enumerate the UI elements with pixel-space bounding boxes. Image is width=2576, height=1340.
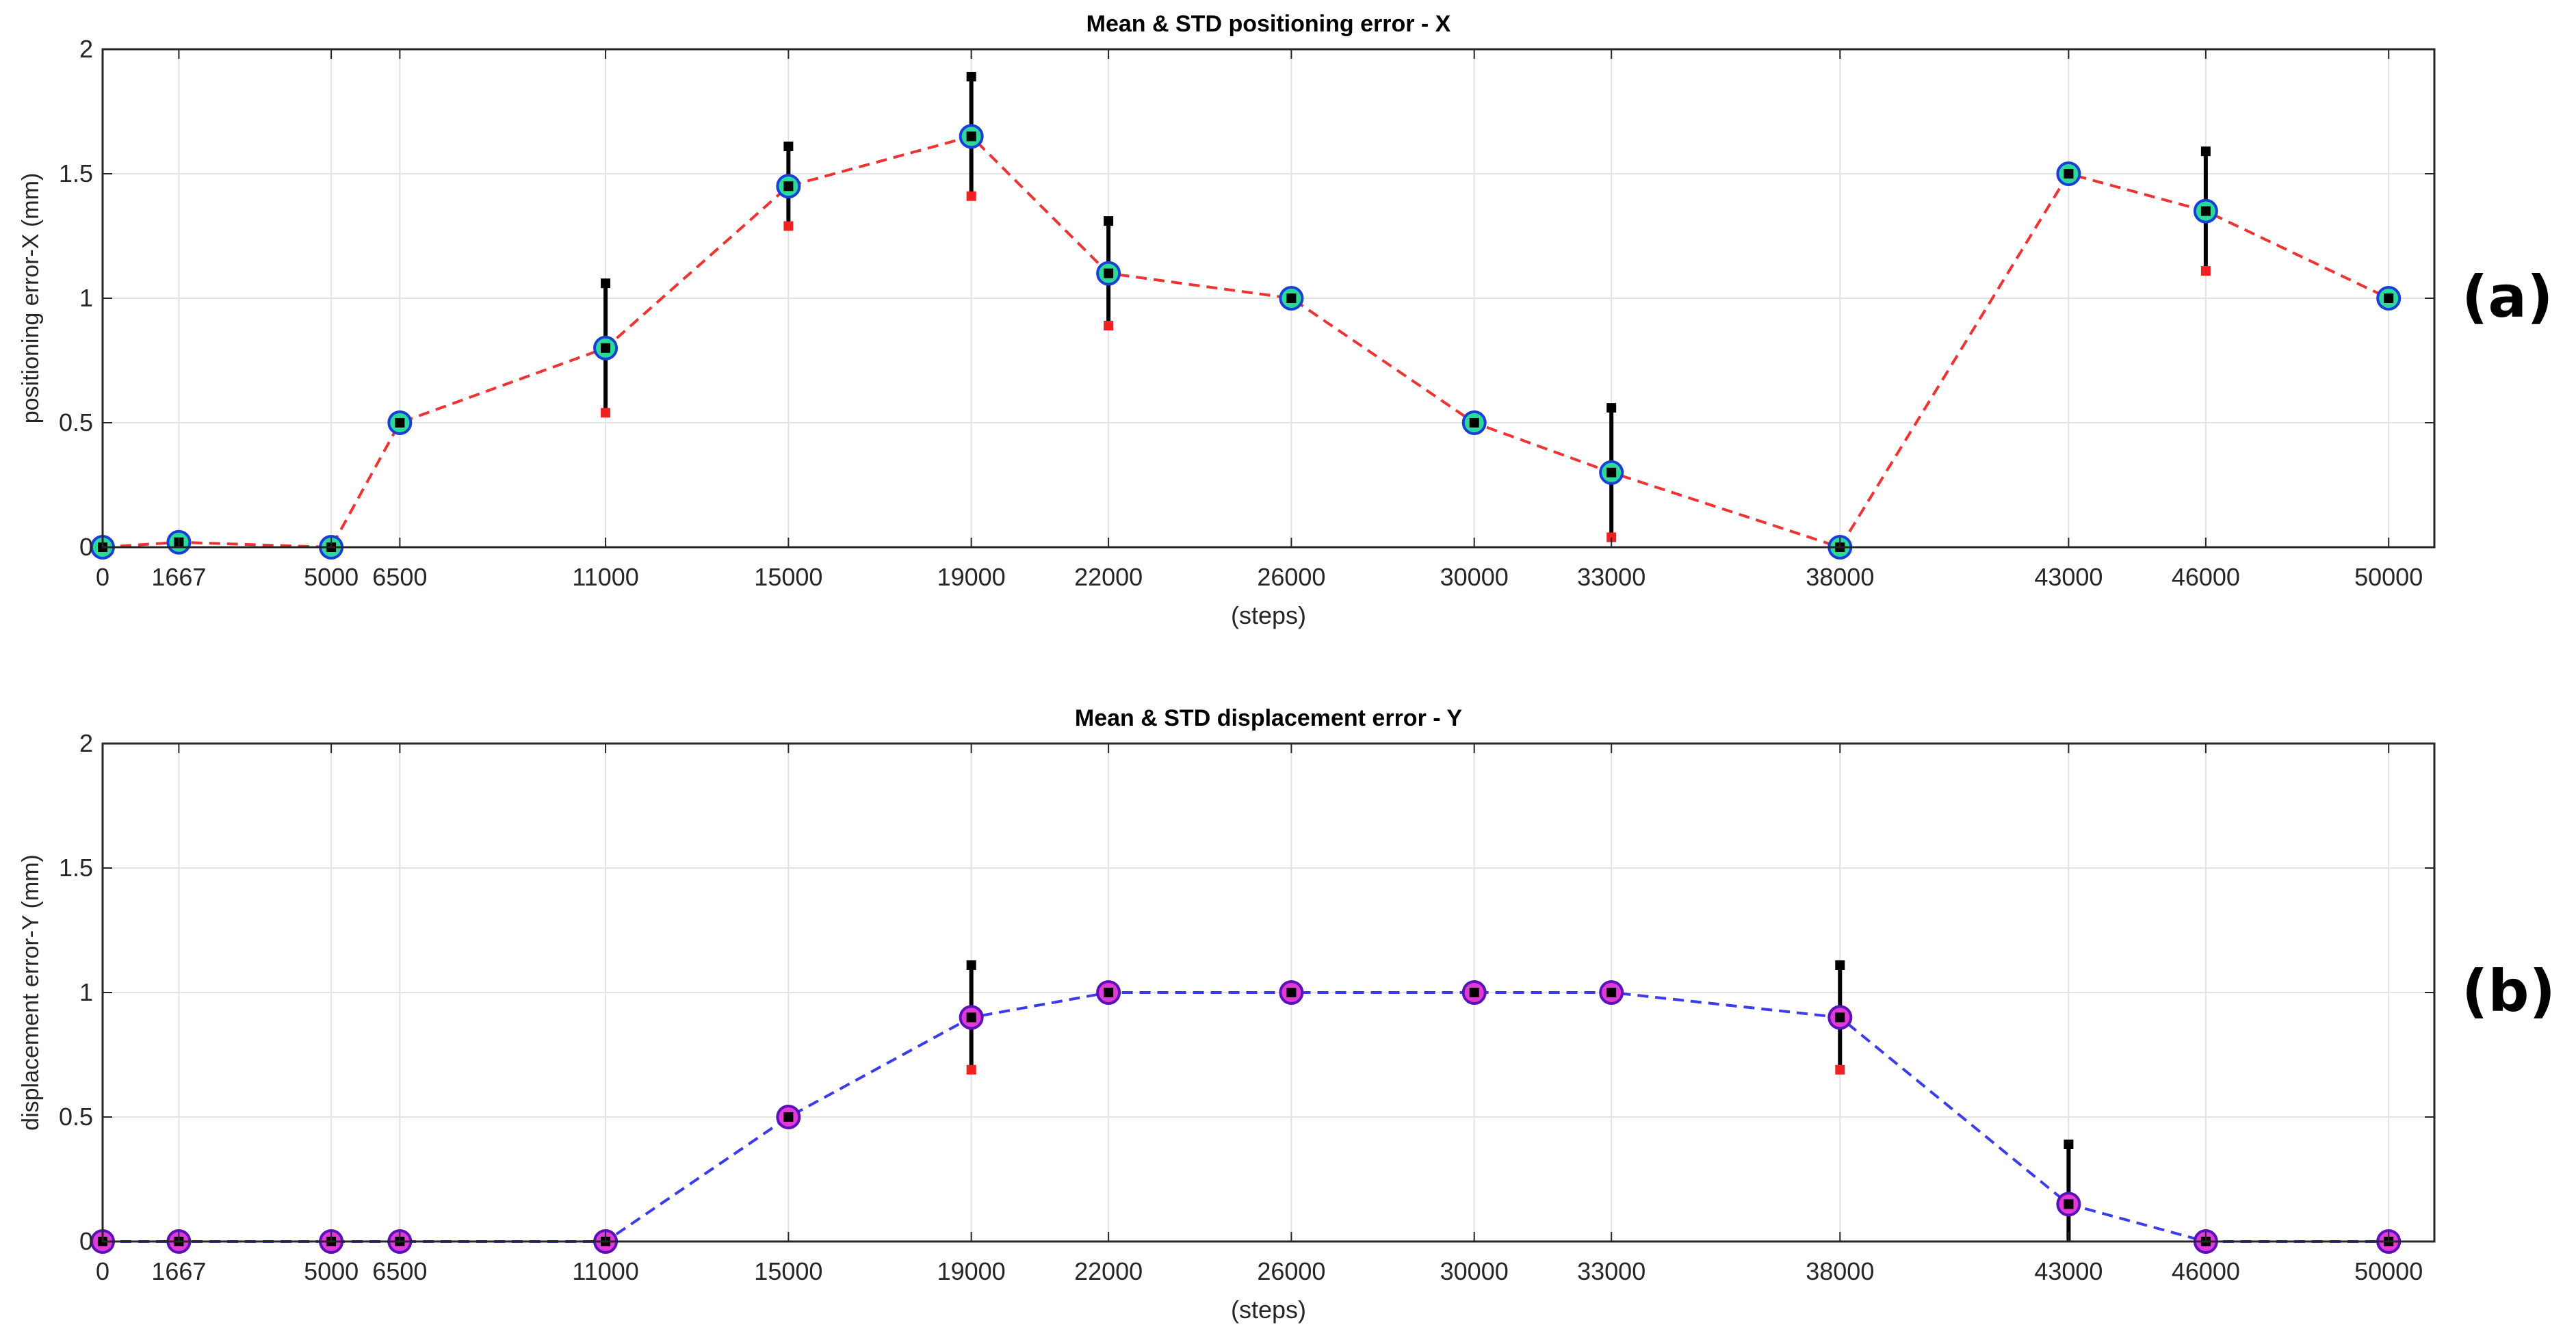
x-axis-label: (steps) xyxy=(1231,1296,1306,1324)
x-tick-label: 19000 xyxy=(937,1257,1006,1285)
y-axis-ticks: 0 0.5 1 1.5 2 xyxy=(59,729,2434,1255)
x-tick-label: 1667 xyxy=(151,563,206,591)
x-tick-label: 11000 xyxy=(572,1257,638,1285)
chart-title: Mean & STD positioning error - X xyxy=(1087,11,1451,37)
y-tick-label: 0 xyxy=(79,533,93,561)
std-lower-marker xyxy=(966,1064,976,1075)
mean-center-marker xyxy=(2384,293,2394,303)
chart-panel-a: 0 1667 5000 6500 11000 15000 19000 22000 26000 30… xyxy=(18,11,2436,629)
x-tick-label: 33000 xyxy=(1577,1257,1645,1285)
y-axis-label: positioning error-X (mm) xyxy=(18,173,44,424)
x-tick-label: 50000 xyxy=(2354,563,2423,591)
y-tick-label: 1.5 xyxy=(59,159,93,187)
x-tick-label: 11000 xyxy=(572,563,638,591)
std-lower-marker xyxy=(1606,532,1617,542)
x-tick-label: 26000 xyxy=(1257,563,1325,591)
std-upper-marker xyxy=(601,278,611,289)
x-tick-label: 0 xyxy=(96,563,109,591)
std-lower-marker xyxy=(783,221,794,231)
std-upper-marker xyxy=(2064,1140,2074,1150)
data-series xyxy=(90,72,2402,560)
chart-panel-b: 0 1667 5000 6500 11000 15000 19000 22000 26000 30… xyxy=(18,705,2436,1324)
std-upper-marker xyxy=(966,72,976,82)
x-tick-label: 38000 xyxy=(1806,1257,1874,1285)
std-upper-marker xyxy=(1104,216,1114,226)
y-tick-label: 2 xyxy=(79,35,93,63)
std-lower-marker xyxy=(601,408,611,418)
mean-center-marker xyxy=(1469,418,1479,428)
std-lower-marker xyxy=(1104,321,1114,331)
std-upper-marker xyxy=(1606,403,1617,413)
std-lower-marker xyxy=(2200,265,2211,276)
std-lower-marker xyxy=(966,191,976,201)
x-axis-ticks: 0 1667 5000 6500 11000 15000 19000 22000 26000 30… xyxy=(96,49,2423,591)
x-axis-label: (steps) xyxy=(1231,601,1306,629)
mean-center-marker xyxy=(2064,1199,2074,1209)
x-tick-label: 46000 xyxy=(2172,1257,2240,1285)
y-tick-label: 0.5 xyxy=(59,1103,93,1131)
mean-center-marker xyxy=(783,1112,794,1122)
x-tick-label: 15000 xyxy=(754,1257,822,1285)
x-tick-label: 30000 xyxy=(1440,1257,1509,1285)
panel-label-b: (b) xyxy=(2462,958,2555,1025)
mean-center-marker xyxy=(966,131,976,142)
mean-center-marker xyxy=(2200,206,2211,216)
y-axis-ticks: 0 0.5 1 1.5 2 xyxy=(59,35,2434,561)
mean-center-marker xyxy=(1835,1012,1845,1023)
mean-center-marker xyxy=(1469,988,1479,997)
y-tick-label: 1 xyxy=(79,284,93,312)
x-axis-ticks: 0 1667 5000 6500 11000 15000 19000 22000 26000 30… xyxy=(96,744,2423,1285)
y-tick-label: 1 xyxy=(79,978,93,1006)
x-tick-label: 22000 xyxy=(1074,1257,1143,1285)
x-tick-label: 19000 xyxy=(937,563,1006,591)
x-tick-label: 5000 xyxy=(304,563,359,591)
mean-center-marker xyxy=(966,1012,976,1023)
mean-center-marker xyxy=(1104,268,1114,278)
std-upper-marker xyxy=(783,141,794,151)
x-tick-label: 30000 xyxy=(1440,563,1509,591)
mean-center-marker xyxy=(395,418,405,428)
x-tick-label: 33000 xyxy=(1577,563,1645,591)
mean-center-marker xyxy=(1606,467,1617,477)
mean-center-marker xyxy=(1286,293,1297,303)
x-tick-label: 6500 xyxy=(372,563,427,591)
std-upper-marker xyxy=(1835,960,1845,970)
chart-title: Mean & STD displacement error - Y xyxy=(1075,705,1463,731)
y-axis-label: displacement error-Y (mm) xyxy=(18,854,44,1131)
x-tick-label: 50000 xyxy=(2354,1257,2423,1285)
y-tick-label: 0 xyxy=(79,1227,93,1255)
y-tick-label: 2 xyxy=(79,729,93,757)
x-tick-label: 43000 xyxy=(2034,1257,2103,1285)
std-upper-marker xyxy=(966,960,976,970)
x-tick-label: 15000 xyxy=(754,563,822,591)
x-tick-label: 22000 xyxy=(1074,563,1143,591)
x-tick-label: 5000 xyxy=(304,1257,359,1285)
x-tick-label: 26000 xyxy=(1257,1257,1325,1285)
x-tick-label: 38000 xyxy=(1806,563,1874,591)
panel-label-a: (a) xyxy=(2462,263,2553,330)
y-tick-label: 1.5 xyxy=(59,854,93,882)
mean-center-marker xyxy=(1286,988,1297,997)
mean-center-marker xyxy=(2064,169,2074,179)
y-tick-label: 0.5 xyxy=(59,408,93,436)
mean-center-marker xyxy=(783,181,794,192)
mean-center-marker xyxy=(1104,988,1114,997)
std-upper-marker xyxy=(2200,146,2211,157)
x-tick-label: 6500 xyxy=(372,1257,427,1285)
x-tick-label: 0 xyxy=(96,1257,109,1285)
mean-center-marker xyxy=(601,343,611,353)
std-lower-marker xyxy=(1835,1064,1845,1075)
x-tick-label: 43000 xyxy=(2034,563,2103,591)
x-tick-label: 46000 xyxy=(2172,563,2240,591)
mean-center-marker xyxy=(1606,988,1617,997)
x-tick-label: 1667 xyxy=(151,1257,206,1285)
